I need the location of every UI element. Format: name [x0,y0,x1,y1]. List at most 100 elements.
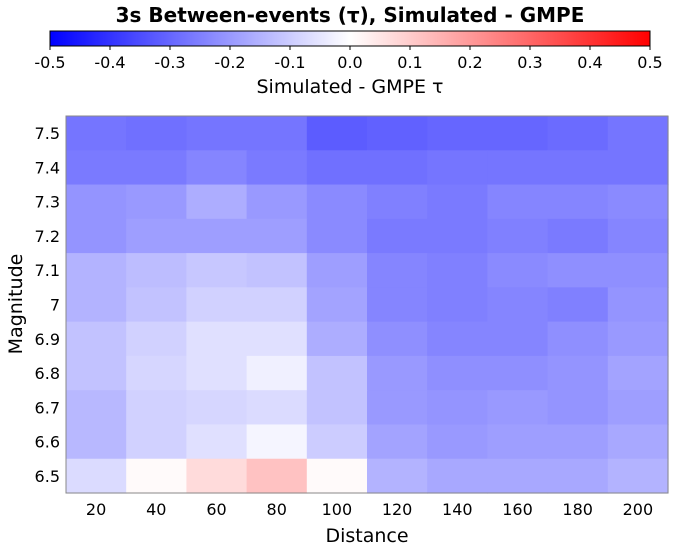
heatmap-cell [487,116,549,151]
heatmap-cell [66,150,127,186]
heatmap-cell [186,116,248,151]
heatmap-cell [607,253,669,288]
heatmap-cell [607,458,669,494]
heatmap-cell [547,150,609,186]
heatmap-cell [547,321,609,357]
heatmap-cell [547,390,609,426]
x-tick-label: 160 [502,500,533,519]
heatmap-cell [66,355,127,391]
x-tick-label: 20 [86,500,106,519]
heatmap-cell [487,253,549,288]
heatmap-cell [246,287,308,323]
colorbar-ticks: -0.5 -0.4 -0.3 -0.2 -0.1 0.0 0.1 0.2 0.3 0.4 0.5 [34,46,663,72]
y-tick-label: 7.2 [35,227,60,246]
heatmap-cell [126,150,187,186]
heatmap-cell [547,116,609,151]
heatmap-cell [126,424,187,460]
heatmap-cell [547,458,609,494]
plot-frame [65,115,669,494]
heatmap-cell [367,424,428,460]
heatmap-cell [66,218,127,254]
heatmap-cell [66,390,127,426]
heatmap-cell [246,390,308,426]
heatmap-cell [427,424,488,460]
heatmap-cell [66,458,127,494]
heatmap-cell [186,424,248,460]
heatmap-cell [607,150,669,186]
heatmap-cell [367,116,428,151]
heatmap-cell [427,355,488,391]
colorbar-tick-label: -0.5 [34,53,65,72]
heatmap-cell [126,218,187,254]
heatmap-cell [367,253,428,288]
heatmap-cell [126,184,187,220]
x-axis-ticks: 20 40 60 80 100 120 140 160 180 200 [86,500,653,519]
heatmap-cell [186,390,248,426]
x-tick-label: 80 [267,500,287,519]
y-axis-ticks: 7.5 7.4 7.3 7.2 7.1 7 6.9 6.8 6.7 6.6 6.5 [35,124,60,486]
x-tick-label: 200 [623,500,654,519]
heatmap-cell [547,287,609,323]
heatmap-cell [487,218,549,254]
colorbar: -0.5 -0.4 -0.3 -0.2 -0.1 0.0 0.1 0.2 0.3 0.4 0.5 S… [34,30,663,98]
heatmap-cell [186,287,248,323]
y-tick-label: 7.1 [35,261,60,280]
heatmap-cell [126,287,187,323]
heatmap-cell [66,184,127,220]
colorbar-tick-label: -0.2 [214,53,245,72]
heatmap-cell [306,355,368,391]
heatmap-cell [547,424,609,460]
heatmap-cell [186,184,248,220]
heatmap-cell [186,355,248,391]
heatmap-cell [306,321,368,357]
colorbar-tick-label: 0.2 [457,53,482,72]
heatmap-cell [306,424,368,460]
heatmap-cell [367,150,428,186]
heatmap-cell [487,355,549,391]
heatmap-cell [306,390,368,426]
heatmap-cell [306,116,368,151]
x-tick-label: 140 [442,500,473,519]
heatmap-cell [487,321,549,357]
heatmap-cell [306,150,368,186]
heatmap-cell [487,390,549,426]
heatmap-cell [427,184,488,220]
heatmap-cell [487,150,549,186]
heatmap-cell [367,458,428,494]
heatmap-cell [427,150,488,186]
heatmap-cell [427,390,488,426]
colorbar-gradient [49,30,651,47]
colorbar-tick-label: 0.3 [517,53,542,72]
heatmap-cell [607,390,669,426]
heatmap-cell [367,321,428,357]
heatmap-cell [186,458,248,494]
heatmap-cell [246,424,308,460]
colorbar-tick-label: 0.5 [637,53,662,72]
colorbar-label: Simulated - GMPE τ [256,76,443,98]
colorbar-tick-label: -0.1 [274,53,305,72]
heatmap-cell [487,424,549,460]
heatmap-cell [126,321,187,357]
y-tick-label: 7.4 [35,158,60,177]
heatmap-cell [487,458,549,494]
x-tick-label: 100 [322,500,353,519]
heatmap-cell [607,424,669,460]
heatmap-cell [367,355,428,391]
colorbar-tick-label: -0.4 [94,53,125,72]
heatmap-cell [306,218,368,254]
heatmap-cell [126,458,187,494]
y-tick-label: 6.8 [35,364,60,383]
heatmap-cell [607,321,669,357]
heatmap-cell [66,424,127,460]
heatmap-cell [427,287,488,323]
heatmap-cell [126,390,187,426]
heatmap-cell [367,390,428,426]
heatmap-cell [607,287,669,323]
heatmap-cell [306,184,368,220]
heatmap-cell [126,253,187,288]
y-tick-label: 6.9 [35,330,60,349]
heatmap-cell [547,355,609,391]
heatmap-cell [246,218,308,254]
heatmap-cell [246,321,308,357]
